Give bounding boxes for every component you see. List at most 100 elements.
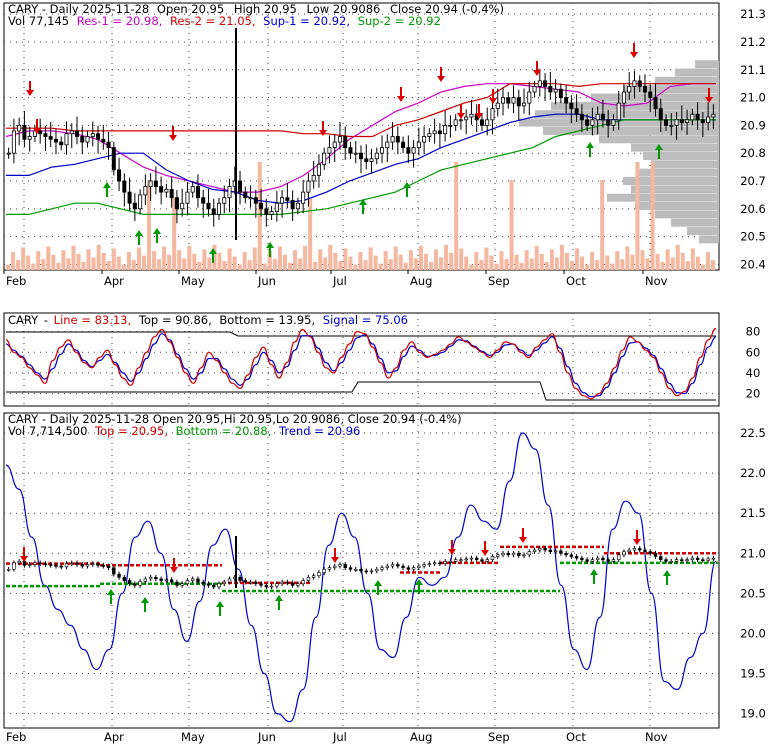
trend-candle-body	[91, 563, 95, 565]
volume-bar	[650, 162, 655, 270]
price-candle-body	[295, 202, 300, 210]
legend-high: High 20.95	[234, 2, 297, 16]
down-arrow-head-icon	[437, 76, 445, 82]
volume-bar	[262, 263, 267, 270]
volume-bar	[710, 260, 715, 270]
price-candle-body	[238, 180, 243, 193]
volume-bar	[705, 252, 710, 270]
volume-bar	[534, 245, 539, 270]
volume-bar	[287, 262, 293, 270]
trend-y-tick: 22.0	[740, 466, 766, 480]
volume-bar	[585, 264, 590, 270]
trend-candle-body	[648, 551, 652, 554]
trend-candle-body	[417, 565, 421, 568]
volume-bar	[257, 162, 262, 270]
volume-bar	[146, 180, 152, 270]
volume-bar	[580, 256, 585, 270]
price-candles	[6, 28, 716, 240]
trend-candle-body	[480, 559, 484, 562]
volume-bar	[665, 249, 670, 270]
price-candle-body	[206, 202, 211, 210]
trend-candle-body	[632, 548, 637, 551]
legend-volume: Vol 77,145	[8, 14, 69, 28]
trend-candle-body	[33, 562, 37, 565]
volume-bar	[605, 255, 610, 270]
price-candle-body	[322, 152, 327, 165]
trend-candle-body	[12, 562, 16, 570]
price-candle-body	[569, 102, 574, 110]
price-candle-body	[195, 186, 200, 199]
price-candle-body	[159, 186, 164, 193]
volume-profile-bar	[631, 185, 719, 194]
volume-bar	[519, 262, 524, 270]
trend-candle-body	[54, 564, 58, 567]
price-candle-body	[43, 133, 48, 137]
price-candle-body	[111, 147, 116, 171]
price-candle-body	[395, 136, 400, 143]
trend-candle-body	[585, 559, 589, 562]
trend-candle-body	[112, 567, 116, 575]
volume-bar	[237, 264, 242, 270]
trend-candle-body	[106, 565, 111, 568]
down-arrow-head-icon	[26, 90, 34, 96]
trend-candle-body	[269, 585, 274, 588]
x-tick-label: Oct	[566, 274, 586, 288]
stoch-top-line	[6, 331, 716, 337]
trend-candle-body	[280, 581, 284, 585]
trend-candle-body	[375, 568, 379, 572]
price-candle-body	[48, 136, 53, 140]
trend-candle-body	[148, 577, 153, 580]
volume-bar	[36, 251, 41, 270]
price-y-tick: 20.7	[740, 174, 766, 188]
volume-profile-bar	[655, 76, 719, 85]
x-tick-label-bottom: Oct	[566, 730, 586, 744]
price-candle-body	[211, 208, 216, 215]
price-candle-body	[358, 152, 363, 160]
volume-bar	[6, 264, 11, 270]
down-arrow-head-icon	[475, 113, 483, 119]
trend-candle-body	[627, 549, 631, 552]
trend-candle-body	[532, 549, 537, 552]
volume-bar	[222, 261, 227, 270]
price-candle-body	[611, 119, 616, 126]
trend-candle-body	[354, 568, 358, 571]
volume-bar	[479, 260, 484, 270]
volume-bar	[449, 252, 454, 270]
volume-bar	[413, 258, 418, 270]
trend-candle-body	[695, 557, 700, 560]
trend-candle-body	[701, 559, 705, 561]
volume-bar	[595, 260, 600, 270]
price-candle-body	[595, 113, 600, 121]
trend-candle-body	[254, 581, 258, 585]
volume-profile-bar	[699, 235, 719, 244]
trend-candle-body	[653, 552, 658, 557]
volume-bar	[635, 162, 640, 270]
trend-vol: Vol 7,714,500	[8, 424, 87, 438]
volume-bar	[393, 246, 398, 270]
price-candle-body	[75, 130, 80, 137]
volume-bar	[418, 245, 423, 270]
stoch-top: Top = 90.86,	[138, 313, 212, 327]
trend-candle-body	[453, 559, 458, 562]
trend-candle-body	[569, 554, 574, 557]
volume-profile-bar	[543, 126, 719, 135]
trend-candle-body	[338, 564, 342, 567]
price-candle-body	[585, 119, 590, 126]
price-candle-body	[301, 191, 306, 204]
volume-profile-bar	[635, 202, 719, 211]
volume-bar	[514, 254, 519, 270]
price-candle-body	[711, 113, 716, 118]
down-arrow-head-icon	[170, 567, 178, 573]
trend-candle-body	[448, 560, 453, 563]
price-candle-body	[479, 119, 484, 126]
volume-profile-bar	[639, 168, 719, 177]
trend-candle-body	[553, 550, 558, 553]
down-arrow-head-icon	[448, 549, 456, 555]
trend-candle-body	[201, 581, 205, 585]
trend-candle-body	[175, 581, 179, 586]
price-candle-body	[153, 180, 158, 187]
price-candle-body	[658, 108, 663, 121]
trend-top: Top = 20.95,	[94, 424, 168, 438]
price-candle-body	[669, 124, 674, 127]
trend-candle-body	[364, 570, 368, 573]
